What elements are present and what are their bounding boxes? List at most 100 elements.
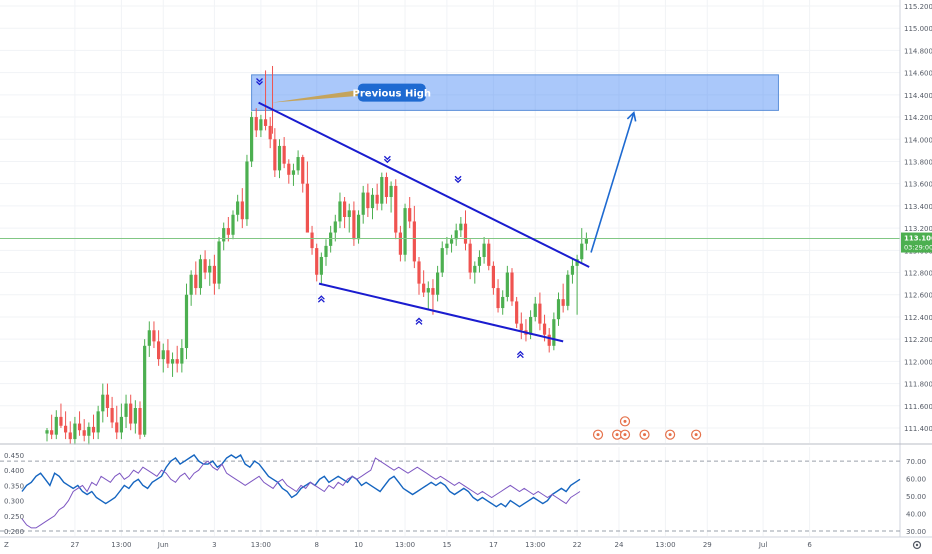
candle-body[interactable] (496, 288, 500, 309)
oscillator-series-line[interactable] (21, 457, 581, 529)
candle-body[interactable] (422, 283, 426, 293)
candle-body[interactable] (473, 265, 477, 273)
candle-body[interactable] (240, 201, 244, 220)
oscillator-series-line[interactable] (21, 453, 581, 508)
candle-body[interactable] (570, 265, 575, 275)
candle-body[interactable] (138, 408, 142, 435)
candle-body[interactable] (305, 183, 309, 233)
candle-body[interactable] (208, 265, 212, 273)
candle-body[interactable] (226, 228, 230, 235)
candle-body[interactable] (519, 323, 523, 331)
candle-body[interactable] (268, 125, 272, 140)
candle-body[interactable] (105, 394, 110, 409)
candle-body[interactable] (477, 256, 482, 266)
candle-body[interactable] (180, 348, 184, 364)
candle-body[interactable] (287, 163, 291, 175)
candle-body[interactable] (538, 303, 542, 324)
candle-body[interactable] (436, 272, 440, 295)
candle-body[interactable] (468, 243, 472, 273)
candle-body[interactable] (254, 117, 258, 131)
candle-body[interactable] (315, 248, 319, 275)
candle-body[interactable] (440, 248, 444, 273)
candle-body[interactable] (454, 230, 458, 240)
candle-body[interactable] (343, 201, 347, 217)
candle-body[interactable] (515, 301, 519, 324)
candle-body[interactable] (449, 239, 454, 244)
candle-body[interactable] (231, 214, 235, 235)
candle-body[interactable] (463, 223, 468, 244)
candle-body[interactable] (403, 208, 407, 255)
candle-body[interactable] (129, 403, 133, 424)
candle-body[interactable] (198, 259, 203, 289)
candle-body[interactable] (394, 185, 398, 233)
candle-body[interactable] (356, 214, 361, 240)
candle-body[interactable] (408, 208, 412, 222)
candle-body[interactable] (398, 232, 402, 255)
candle-body[interactable] (501, 296, 505, 309)
previous-high-label-bg[interactable] (357, 83, 426, 102)
candle-body[interactable] (584, 238, 588, 244)
candle-body[interactable] (189, 274, 193, 295)
candle-body[interactable] (73, 423, 77, 440)
candle-body[interactable] (91, 426, 96, 433)
candle-body[interactable] (263, 119, 268, 126)
candle-body[interactable] (170, 359, 175, 364)
candle-body[interactable] (110, 408, 114, 423)
projection-arrow-line[interactable] (590, 112, 635, 253)
candle-body[interactable] (282, 145, 286, 164)
candle-body[interactable] (115, 422, 119, 433)
candle-body[interactable] (329, 232, 333, 246)
candle-body[interactable] (380, 177, 384, 204)
candle-body[interactable] (533, 303, 537, 317)
candle-body[interactable] (194, 274, 198, 289)
candle-body[interactable] (482, 243, 486, 257)
candle-body[interactable] (347, 210, 351, 217)
candle-body[interactable] (64, 425, 68, 433)
candle-body[interactable] (82, 430, 86, 436)
candle-body[interactable] (236, 201, 240, 215)
candle-body[interactable] (250, 117, 254, 162)
candle-body[interactable] (361, 192, 365, 215)
candle-body[interactable] (212, 265, 216, 284)
candle-body[interactable] (301, 157, 305, 184)
candle-body[interactable] (222, 228, 226, 242)
candle-body[interactable] (561, 299, 565, 306)
candle-body[interactable] (143, 345, 147, 435)
candle-body[interactable] (175, 359, 179, 364)
candle-body[interactable] (184, 294, 189, 349)
candle-body[interactable] (203, 259, 207, 273)
candle-body[interactable] (505, 272, 509, 297)
candle-body[interactable] (333, 221, 337, 233)
candle-body[interactable] (426, 288, 430, 293)
candle-body[interactable] (566, 274, 570, 306)
candle-body[interactable] (166, 350, 170, 364)
candle-body[interactable] (487, 243, 491, 266)
candle-body[interactable] (161, 350, 165, 360)
candle-body[interactable] (68, 432, 72, 440)
candle-body[interactable] (412, 221, 416, 262)
candle-body[interactable] (119, 416, 123, 433)
candle-body[interactable] (510, 272, 514, 302)
candle-body[interactable] (389, 185, 393, 198)
candle-body[interactable] (491, 265, 495, 289)
candle-body[interactable] (54, 416, 58, 435)
candle-body[interactable] (547, 334, 551, 346)
previous-high-zone[interactable] (251, 74, 779, 111)
candle-body[interactable] (133, 408, 137, 424)
candle-body[interactable] (529, 316, 533, 335)
candle-body[interactable] (152, 330, 156, 342)
candle-body[interactable] (59, 416, 63, 426)
upper-trendline[interactable] (258, 101, 590, 268)
candle-body[interactable] (147, 330, 151, 346)
candle-body[interactable] (352, 210, 356, 240)
candle-body[interactable] (245, 161, 249, 220)
candle-body[interactable] (417, 261, 421, 284)
pane-toggle-icon[interactable]: Z (4, 541, 9, 549)
candle-body[interactable] (542, 323, 547, 335)
candle-body[interactable] (431, 288, 435, 295)
candle-body[interactable] (556, 299, 561, 320)
current-price-tag[interactable] (901, 232, 932, 253)
candle-body[interactable] (370, 194, 375, 209)
